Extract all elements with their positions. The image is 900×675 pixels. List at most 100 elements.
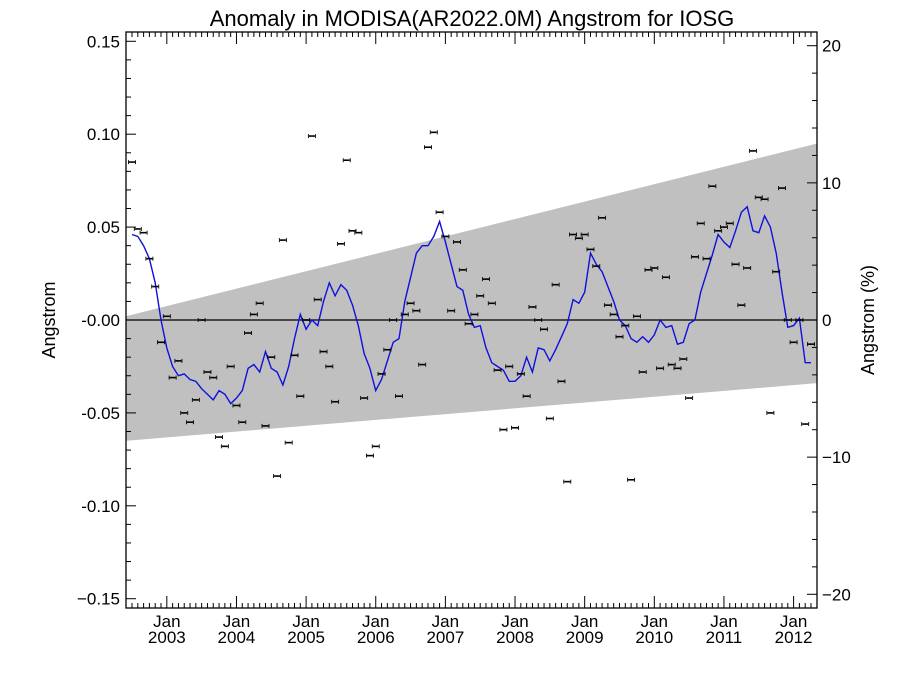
data-point (174, 358, 183, 363)
smoothed-line (131, 205, 811, 405)
data-point (522, 394, 531, 399)
data-point (284, 440, 293, 445)
data-point (737, 303, 746, 308)
data-point (261, 423, 270, 428)
x-tick-year-label: 2005 (287, 628, 325, 647)
data-point (447, 308, 456, 313)
x-tick-month-label: Jan (780, 612, 807, 631)
data-point (801, 422, 810, 427)
data-point (557, 379, 566, 384)
data-point (226, 364, 235, 369)
data-point (679, 357, 688, 362)
data-point (499, 427, 508, 432)
data-point (540, 327, 548, 332)
data-point (267, 355, 276, 360)
data-point (168, 375, 177, 380)
data-point (719, 225, 728, 230)
x-tick-month-label: Jan (710, 612, 737, 631)
data-point (377, 371, 386, 376)
data-point (667, 362, 676, 367)
data-point (296, 394, 305, 399)
data-point (778, 186, 786, 191)
data-point (458, 267, 467, 272)
data-point (313, 297, 322, 302)
data-point (615, 334, 624, 339)
data-point (180, 410, 189, 415)
data-point (760, 197, 769, 202)
data-point (749, 148, 757, 153)
data-point (336, 241, 345, 246)
data-point (661, 275, 670, 280)
data-point (487, 301, 496, 306)
x-tick-year-label: 2008 (496, 628, 534, 647)
data-point (418, 362, 427, 367)
data-point (783, 318, 792, 322)
data-point (772, 269, 781, 274)
x-tick-year-label: 2004 (218, 628, 256, 647)
data-point (505, 364, 514, 369)
data-point (249, 312, 258, 317)
data-point (244, 331, 253, 336)
data-point (342, 158, 351, 163)
data-point (389, 318, 398, 322)
data-point (197, 318, 206, 322)
data-point (151, 284, 160, 289)
x-tick-year-label: 2010 (635, 628, 673, 647)
data-point (511, 425, 519, 430)
data-point (476, 293, 485, 298)
chart-title: Anomaly in MODISA(AR2022.0M) Angstrom fo… (210, 6, 735, 31)
x-tick-month-label: Jan (501, 612, 528, 631)
x-tick-year-label: 2011 (706, 628, 743, 647)
x-tick-year-label: 2009 (566, 628, 604, 647)
y-axis-label-left: Angstrom (39, 281, 59, 358)
x-tick-month-label: Jan (362, 612, 389, 631)
data-point (789, 340, 798, 345)
data-point (278, 238, 287, 243)
data-point (545, 416, 554, 421)
x-tick-month-label: Jan (153, 612, 180, 631)
data-point (685, 396, 694, 401)
data-point (133, 226, 142, 231)
data-point (453, 239, 461, 244)
data-point (209, 375, 218, 380)
data-point (714, 228, 723, 233)
data-point (157, 340, 165, 345)
data-point (731, 262, 740, 267)
x-tick-year-label: 2012 (775, 628, 813, 647)
data-point (516, 371, 525, 376)
data-point (360, 396, 369, 401)
data-point (743, 265, 752, 270)
data-point (400, 312, 409, 317)
trend-band (126, 143, 817, 441)
y-tick-label: 0.10 (87, 125, 120, 144)
y-tick-label: −0.15 (77, 590, 120, 609)
data-point (128, 160, 136, 165)
data-point (307, 134, 316, 139)
data-point (232, 403, 241, 408)
data-point (215, 435, 224, 440)
monthly-anomaly-points (128, 130, 815, 484)
data-point (203, 370, 212, 375)
y-tick-label: -0.10 (81, 497, 120, 516)
data-point (482, 277, 490, 282)
data-point (186, 420, 194, 425)
x-tick-month-label: Jan (571, 612, 598, 631)
y-tick-label: 0.05 (87, 218, 120, 237)
data-point (493, 368, 502, 373)
y-right-tick-label: 10 (822, 174, 841, 193)
data-point (690, 254, 699, 259)
data-point (238, 420, 247, 425)
data-point (696, 221, 705, 226)
data-point (621, 323, 630, 328)
data-point (807, 342, 815, 347)
data-point (650, 265, 659, 270)
x-tick-year-label: 2006 (357, 628, 395, 647)
x-tick-year-label: 2007 (426, 628, 464, 647)
y-tick-label: -0.00 (81, 311, 120, 330)
data-point (424, 145, 432, 150)
data-point (708, 184, 717, 189)
data-point (255, 301, 264, 306)
y-axis-label-right: Angstrom (%) (858, 265, 878, 375)
data-point (290, 353, 299, 358)
data-point (139, 230, 148, 235)
